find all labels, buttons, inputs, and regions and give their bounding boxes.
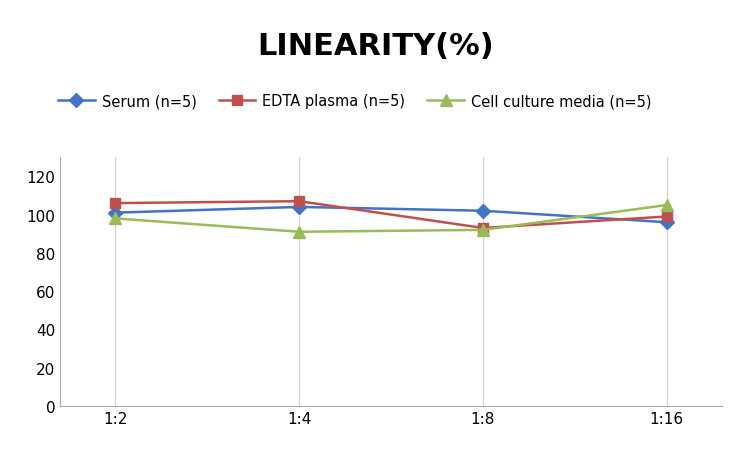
Legend: Serum (n=5), EDTA plasma (n=5), Cell culture media (n=5): Serum (n=5), EDTA plasma (n=5), Cell cul…	[53, 88, 657, 115]
Cell culture media (n=5)	[111, 216, 120, 221]
Cell culture media (n=5)	[295, 230, 304, 235]
Cell culture media (n=5)	[478, 228, 487, 233]
Serum (n=5)	[111, 211, 120, 216]
Cell culture media (n=5)	[663, 203, 672, 208]
Line: Serum (n=5): Serum (n=5)	[111, 202, 672, 228]
EDTA plasma (n=5)	[663, 214, 672, 220]
Serum (n=5)	[663, 220, 672, 226]
EDTA plasma (n=5)	[478, 226, 487, 231]
Serum (n=5)	[295, 205, 304, 210]
Serum (n=5)	[478, 208, 487, 214]
Line: EDTA plasma (n=5): EDTA plasma (n=5)	[111, 197, 672, 233]
EDTA plasma (n=5)	[111, 201, 120, 207]
Text: LINEARITY(%): LINEARITY(%)	[258, 32, 494, 60]
EDTA plasma (n=5)	[295, 199, 304, 204]
Line: Cell culture media (n=5): Cell culture media (n=5)	[110, 200, 672, 238]
